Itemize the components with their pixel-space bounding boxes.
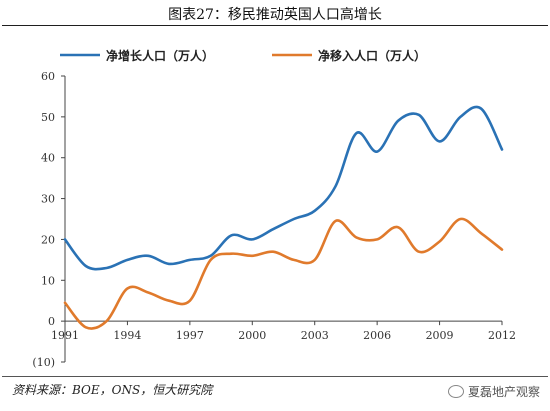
series-line-2 bbox=[63, 217, 504, 330]
watermark: 夏磊地产观察 bbox=[447, 383, 540, 400]
x-tick-label: 2000 bbox=[238, 329, 266, 342]
x-tick-label: 1994 bbox=[113, 329, 141, 342]
y-tick-label: 10 bbox=[41, 274, 55, 287]
series-line-1 bbox=[63, 105, 504, 271]
chart-title: 图表27：移民推动英国人口高增长 bbox=[168, 7, 382, 23]
legend-label-1: 净增长人口（万人） bbox=[106, 48, 214, 63]
source-note: 资料来源：BOE，ONS，恒大研究院 bbox=[12, 383, 213, 397]
y-tick-label: 40 bbox=[41, 152, 55, 165]
y-tick-label: 30 bbox=[41, 193, 55, 206]
watermark-text: 夏磊地产观察 bbox=[467, 385, 540, 399]
title-divider bbox=[2, 25, 548, 26]
legend-label-2: 净移入人口（万人） bbox=[318, 48, 426, 63]
y-tick-label: 60 bbox=[41, 70, 55, 83]
series-layer bbox=[63, 105, 504, 330]
x-tick-label: 2003 bbox=[301, 329, 329, 342]
y-tick-label: 0 bbox=[48, 315, 55, 328]
x-tick-label: 2012 bbox=[488, 329, 516, 342]
wechat-icon bbox=[447, 385, 464, 398]
x-tick-label: 1997 bbox=[176, 329, 204, 342]
x-tick-label: 1991 bbox=[51, 329, 79, 342]
legend: 净增长人口（万人） 净移入人口（万人） bbox=[60, 48, 426, 63]
axes: 60 50 40 30 20 10 0 (10) 1991 1994 1997 2000 2003 200… bbox=[32, 70, 516, 369]
y-tick-label: 50 bbox=[41, 111, 55, 124]
source-divider bbox=[2, 376, 548, 377]
x-tick-label: 2006 bbox=[363, 329, 391, 342]
y-tick-label: 20 bbox=[41, 233, 55, 246]
y-tick-label: (10) bbox=[32, 356, 55, 369]
x-tick-label: 2009 bbox=[426, 329, 454, 342]
